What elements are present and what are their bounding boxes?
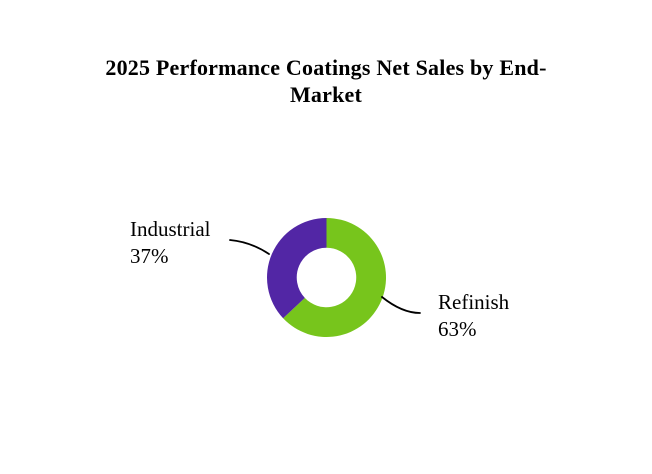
callout-refinish-value: 63% [438,317,477,341]
chart-title-line-1: 2025 Performance Coatings Net Sales by E… [105,55,547,80]
donut-slice-refinish [283,218,387,338]
leader-line-industrial [229,239,270,255]
callout-industrial-label: Industrial [130,217,211,241]
callout-refinish-label: Refinish [438,290,510,314]
leader-line-refinish [381,296,421,314]
callout-industrial-value: 37% [130,244,169,268]
chart-title: 2025 Performance Coatings Net Sales by E… [0,54,652,108]
donut-slice-industrial [267,218,327,319]
chart-title-line-2: Market [289,82,363,107]
callout-industrial: Industrial 37% [130,216,210,270]
callout-refinish: Refinish 63% [438,289,509,343]
donut-slices-group [267,218,387,338]
